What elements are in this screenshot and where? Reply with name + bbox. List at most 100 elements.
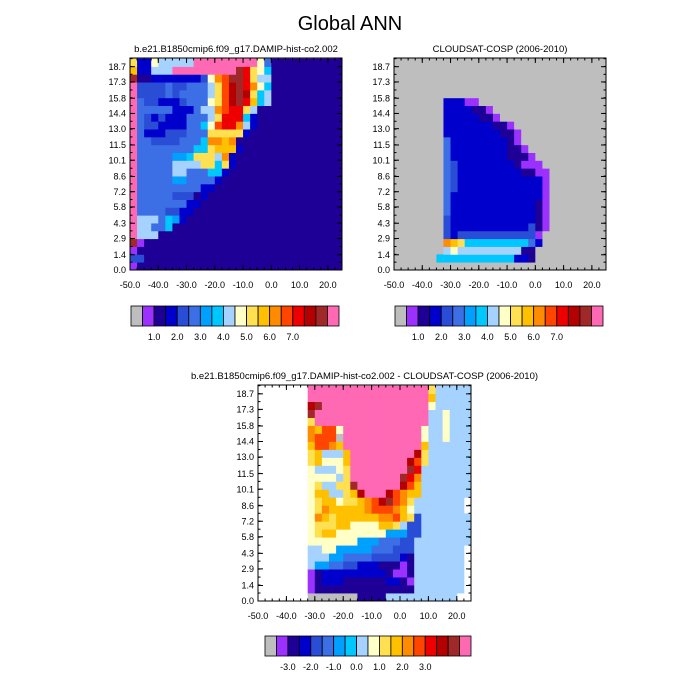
heatmap-cell [407,537,415,546]
heatmap-cell [450,191,458,200]
heatmap-cell [144,238,152,247]
heatmap-cell [321,385,330,395]
heatmap-cell [457,129,466,138]
heatmap-cell [306,152,315,161]
colorbar-box [452,305,465,327]
heatmap-cell [327,183,336,193]
heatmap-cell [299,121,308,130]
heatmap-cell [207,254,216,263]
y-tick-label: 10.1 [372,155,390,165]
heatmap-cell [151,262,159,271]
heatmap-cell [350,593,358,602]
heatmap-cell [421,473,429,482]
heatmap-cell [449,585,458,594]
heatmap-cell [507,215,515,224]
heatmap-cell [179,199,187,208]
colorbar-box [199,305,213,327]
heatmap-cell [329,457,337,466]
heatmap-cell [549,160,557,169]
heatmap-cell [428,425,436,434]
heatmap-cell [350,449,358,458]
heatmap-cell [556,113,564,122]
heatmap-cell [130,254,138,263]
heatmap-cell [221,66,230,75]
heatmap-cell [400,417,408,426]
heatmap-cell [357,529,365,538]
colorbar-box [463,305,477,327]
heatmap-cell [463,393,472,403]
heatmap-cell [151,199,159,208]
heatmap-cell [463,441,472,450]
heatmap-cell [449,577,458,586]
heatmap-cell [514,144,522,153]
heatmap-cell [299,89,308,99]
heatmap-cell [528,215,536,224]
heatmap-cell [207,183,216,193]
heatmap-cell [329,425,337,434]
heatmap-cell [179,89,187,99]
heatmap-cell [172,160,180,169]
heatmap-cell [577,136,586,146]
heatmap-cell [278,121,286,130]
heatmap-cell [364,417,372,426]
heatmap-cell [278,58,286,67]
heatmap-cell [549,230,557,240]
heatmap-cell [407,521,415,530]
heatmap-cell [137,199,145,208]
heatmap-cell [200,215,209,224]
heatmap-cell [485,66,494,75]
heatmap-cell [228,97,237,107]
heatmap-cell [528,89,536,99]
heatmap-cell [392,577,401,586]
heatmap-cell [392,513,401,522]
heatmap-cell [292,89,300,99]
heatmap-cell [542,58,550,67]
heatmap-cell [313,160,322,169]
heatmap-cell [577,152,586,161]
heatmap-cell [457,66,466,75]
heatmap-cell [313,144,322,153]
heatmap-cell [456,401,465,410]
colorbar-box [327,305,340,327]
heatmap-cell [421,585,429,594]
heatmap-cell [471,152,480,161]
heatmap-cell [307,433,316,442]
heatmap-cell [214,207,223,216]
heatmap-cell [385,457,394,466]
heatmap-cell [350,513,358,522]
x-tick-label: -50.0 [248,611,269,621]
heatmap-cell [535,144,543,153]
heatmap-cell [179,230,187,240]
y-tick-label: 1.4 [241,581,254,591]
heatmap-cell [221,262,230,271]
heatmap-cell [292,144,300,153]
heatmap-cell [144,230,152,240]
heatmap-cell [307,425,316,434]
heatmap-cell [485,223,494,232]
heatmap-cell [221,82,230,91]
heatmap-cell [193,238,202,247]
heatmap-cell [214,129,223,138]
heatmap-cell [507,254,515,263]
heatmap-cell [442,569,451,578]
heatmap-cell [299,82,308,91]
heatmap-cell [306,74,315,83]
heatmap-cell [542,215,550,224]
heatmap-cell [478,168,487,177]
heatmap-cell [307,385,316,395]
heatmap-cell [327,152,336,161]
heatmap-cell [158,191,166,200]
x-tick-label: 10.0 [291,280,309,290]
heatmap-cell [485,129,494,138]
heatmap-cell [250,207,258,216]
heatmap-cell [471,230,480,240]
heatmap-cell [151,160,159,169]
heatmap-cell [507,160,515,169]
heatmap-cell [327,246,336,255]
heatmap-cell [243,215,251,224]
heatmap-cell [457,74,466,83]
heatmap-cell [158,144,166,153]
y-tick-label: 13.0 [236,452,254,462]
heatmap-cell [478,176,487,185]
heatmap-cell [343,593,351,602]
